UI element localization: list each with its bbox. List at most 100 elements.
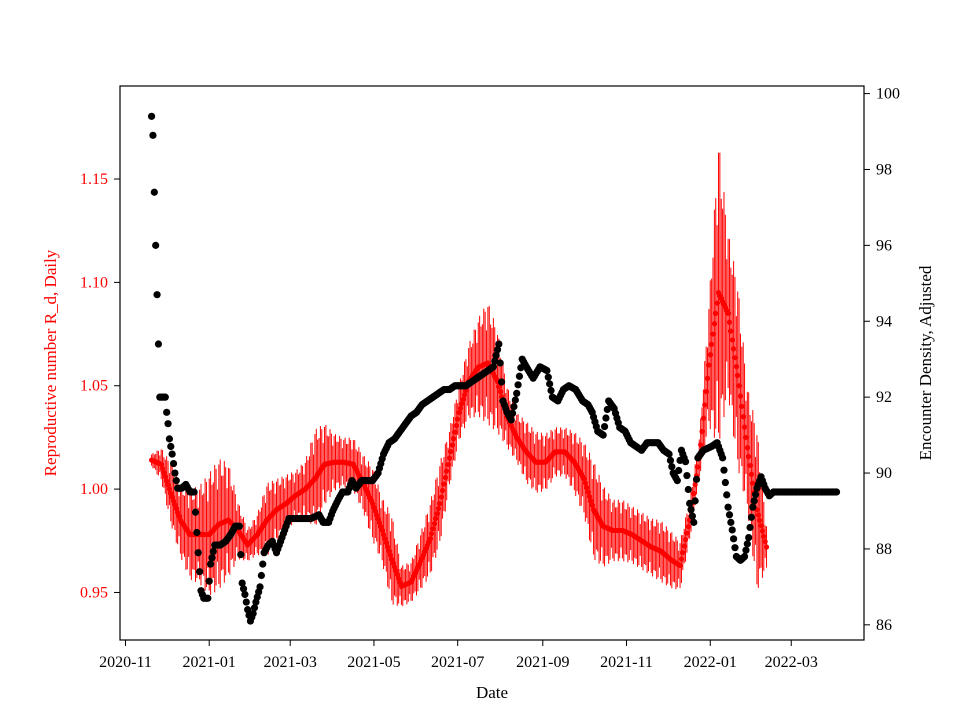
density-point (731, 544, 739, 552)
rd-point (706, 362, 712, 368)
rd-point (382, 536, 388, 542)
density-point (675, 466, 683, 475)
x-axis-title: Date (476, 683, 508, 702)
rd-point (699, 428, 705, 435)
density-point (147, 112, 156, 120)
rd-point (747, 462, 753, 469)
rd-point (589, 502, 595, 508)
x-tick-label: 2021-01 (183, 654, 236, 671)
rd-point (710, 331, 716, 337)
density-point (205, 577, 213, 585)
rd-point (430, 526, 436, 532)
rd-point (746, 454, 752, 460)
density-point (600, 422, 609, 431)
density-point (241, 590, 249, 599)
density-point (687, 506, 695, 514)
density-point (507, 416, 515, 424)
rd-point (385, 544, 391, 550)
rd-point (441, 481, 447, 487)
density-point (666, 456, 675, 464)
rd-point (161, 469, 167, 476)
rd-point (680, 549, 686, 556)
density-point (489, 363, 497, 371)
rd-point (159, 465, 166, 472)
right-tick-label: 90 (876, 465, 892, 482)
density-point (599, 431, 607, 439)
rd-point (732, 355, 738, 361)
density-point (153, 291, 161, 299)
left-tick-label: 1.00 (80, 481, 108, 498)
density-point (194, 549, 202, 557)
rd-point (445, 461, 451, 468)
rd-point (581, 476, 587, 482)
rd-point (435, 505, 442, 512)
density-point (171, 469, 179, 477)
density-point (742, 546, 750, 554)
density-point (729, 535, 738, 543)
rd-point (737, 393, 744, 399)
rd-point (383, 540, 389, 546)
rd-point (762, 539, 768, 545)
density-point (514, 381, 522, 389)
x-tick-label: 2021-05 (347, 654, 400, 671)
rd-point (380, 531, 387, 538)
density-point (681, 458, 690, 466)
density-point (692, 475, 701, 483)
rd-point (437, 500, 443, 507)
rd-point (165, 482, 171, 488)
density-point (249, 609, 257, 618)
density-point (167, 442, 175, 451)
rd-point (757, 517, 763, 523)
rd-point (729, 337, 735, 343)
rd-point (681, 543, 687, 549)
rd-point (457, 405, 464, 411)
density-point (242, 598, 250, 606)
density-point (673, 477, 681, 485)
density-point (727, 518, 735, 526)
density-point (740, 552, 749, 561)
rd-point (750, 480, 756, 486)
density-point (544, 373, 552, 381)
rd-point (711, 321, 717, 327)
rd-point (584, 485, 590, 491)
density-point (750, 497, 758, 505)
density-point (238, 579, 246, 587)
rd-point (684, 530, 690, 536)
rd-point (433, 516, 439, 522)
rd-point (429, 531, 435, 537)
rd-point (450, 435, 457, 442)
left-tick-label: 0.95 (80, 584, 108, 601)
density-series (147, 112, 841, 625)
rd-point (442, 474, 448, 481)
density-point (193, 528, 201, 537)
right-tick-label: 86 (876, 617, 892, 634)
density-point (495, 340, 503, 348)
rd-point (379, 527, 385, 534)
right-tick-label: 100 (876, 86, 900, 103)
rd-point (713, 310, 719, 316)
density-point (691, 497, 699, 505)
density-point (547, 386, 555, 395)
density-point (513, 389, 521, 397)
rd-point (685, 524, 691, 530)
density-point (511, 396, 519, 404)
density-point (686, 499, 694, 507)
density-point (668, 463, 676, 471)
left-y-axis: 0.95 1.00 1.05 1.10 1.15 (80, 171, 120, 601)
left-tick-label: 1.05 (80, 378, 108, 395)
density-point (196, 568, 204, 576)
rd-point (449, 442, 455, 448)
density-point (724, 503, 732, 511)
rd-point (446, 455, 453, 461)
density-point (491, 357, 499, 365)
density-point (244, 606, 252, 614)
left-tick-label: 1.10 (80, 274, 108, 291)
right-axis-title: Encounter Density, Adjusted (916, 265, 935, 460)
density-point (747, 513, 756, 521)
right-tick-label: 94 (876, 313, 892, 330)
density-point (169, 459, 178, 468)
rd-point (585, 489, 591, 495)
rd-point (496, 384, 502, 390)
x-tick-label: 2021-07 (431, 654, 484, 671)
rd-point (700, 415, 706, 421)
